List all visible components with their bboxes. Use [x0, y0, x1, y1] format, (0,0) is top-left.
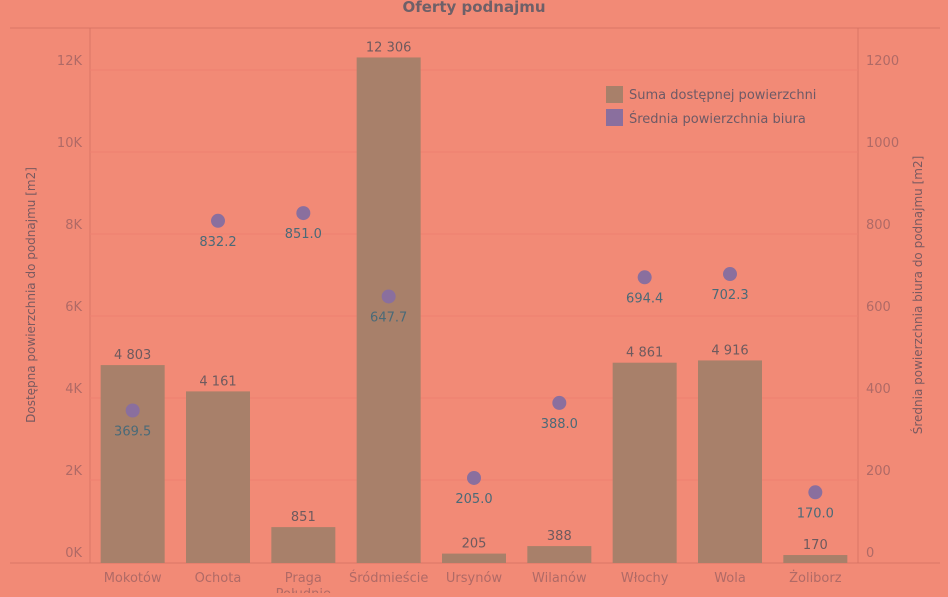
x-tick-label: Wola — [714, 571, 746, 586]
dot — [296, 206, 311, 221]
bar — [698, 360, 762, 563]
y-tick-label: 4K — [65, 382, 82, 397]
y-tick-label: 8K — [65, 218, 82, 233]
y-tick-label: 2K — [65, 464, 82, 479]
bar-value-label: 4 803 — [114, 348, 151, 363]
dot-value-label: 702.3 — [711, 288, 748, 303]
dot-value-label: 832.2 — [199, 235, 236, 250]
y2-tick-label: 400 — [866, 382, 891, 397]
y2-tick-label: 600 — [866, 300, 891, 315]
y2-tick-label: 800 — [866, 218, 891, 233]
bar — [271, 527, 336, 563]
legend-swatch-dots — [606, 109, 623, 126]
bar — [442, 553, 506, 563]
y2-tick-label: 1000 — [866, 136, 899, 151]
bar — [783, 555, 848, 563]
y2-tick-label: 0 — [866, 546, 874, 561]
bar-value-label: 388 — [547, 529, 572, 544]
dot — [467, 470, 481, 485]
x-tick-label: Śródmieście — [349, 570, 428, 586]
bar — [356, 57, 421, 563]
y2-tick-label: 1200 — [866, 54, 899, 69]
dot-value-label: 694.4 — [626, 291, 663, 306]
dot — [808, 485, 823, 500]
y-tick-label: 0K — [65, 546, 82, 561]
y-tick-label: 12K — [57, 54, 83, 69]
dot-value-label: 205.0 — [455, 492, 492, 507]
bar — [527, 546, 592, 563]
bar — [612, 362, 677, 563]
legend-swatch-bars — [606, 86, 623, 103]
dot — [637, 270, 652, 285]
x-tick-label: Wilanów — [532, 571, 587, 586]
bar — [100, 365, 165, 563]
dot-value-label: 369.5 — [114, 425, 151, 440]
bar-value-label: 4 861 — [626, 346, 663, 361]
bar-value-label: 12 306 — [366, 40, 412, 55]
bar — [186, 391, 250, 563]
dot — [381, 289, 396, 304]
legend-label-bars: Suma dostępnej powierzchni — [629, 88, 816, 103]
x-tick-label: Ochota — [195, 571, 242, 586]
dot — [125, 403, 140, 418]
dot — [723, 267, 737, 282]
bar-value-label: 4 916 — [711, 343, 748, 358]
y2-axis-label: Średnia powierzchnia biura do podnajmu [… — [910, 156, 925, 435]
x-tick-label: Żoliborz — [789, 570, 842, 586]
bar-value-label: 851 — [291, 510, 316, 525]
legend: Suma dostępnej powierzchni Średnia powie… — [606, 86, 816, 127]
dot-value-label: 647.7 — [370, 310, 407, 325]
y2-tick-label: 200 — [866, 464, 891, 479]
dot-value-label: 388.0 — [541, 417, 578, 432]
x-tick-label: Włochy — [621, 571, 669, 586]
dot — [552, 395, 567, 410]
dot — [211, 213, 225, 228]
x-tick-label: Ursynów — [446, 571, 503, 586]
bar-value-label: 205 — [462, 537, 487, 552]
x-tick-label: PragaPołudnie — [276, 571, 331, 593]
y-axis-label: Dostępna powierzchnia do podnajmu [m2] — [24, 167, 38, 423]
bar-value-label: 4 161 — [199, 374, 236, 389]
dot-value-label: 851.0 — [285, 227, 322, 242]
x-tick-label: Mokotów — [104, 571, 162, 586]
chart-title: Oferty podnajmu — [402, 0, 545, 16]
y-tick-label: 10K — [57, 136, 83, 151]
bar-value-label: 170 — [803, 538, 828, 553]
legend-label-dots: Średnia powierzchnia biura — [629, 111, 806, 127]
y-tick-label: 6K — [65, 300, 82, 315]
dot-value-label: 170.0 — [797, 506, 834, 521]
